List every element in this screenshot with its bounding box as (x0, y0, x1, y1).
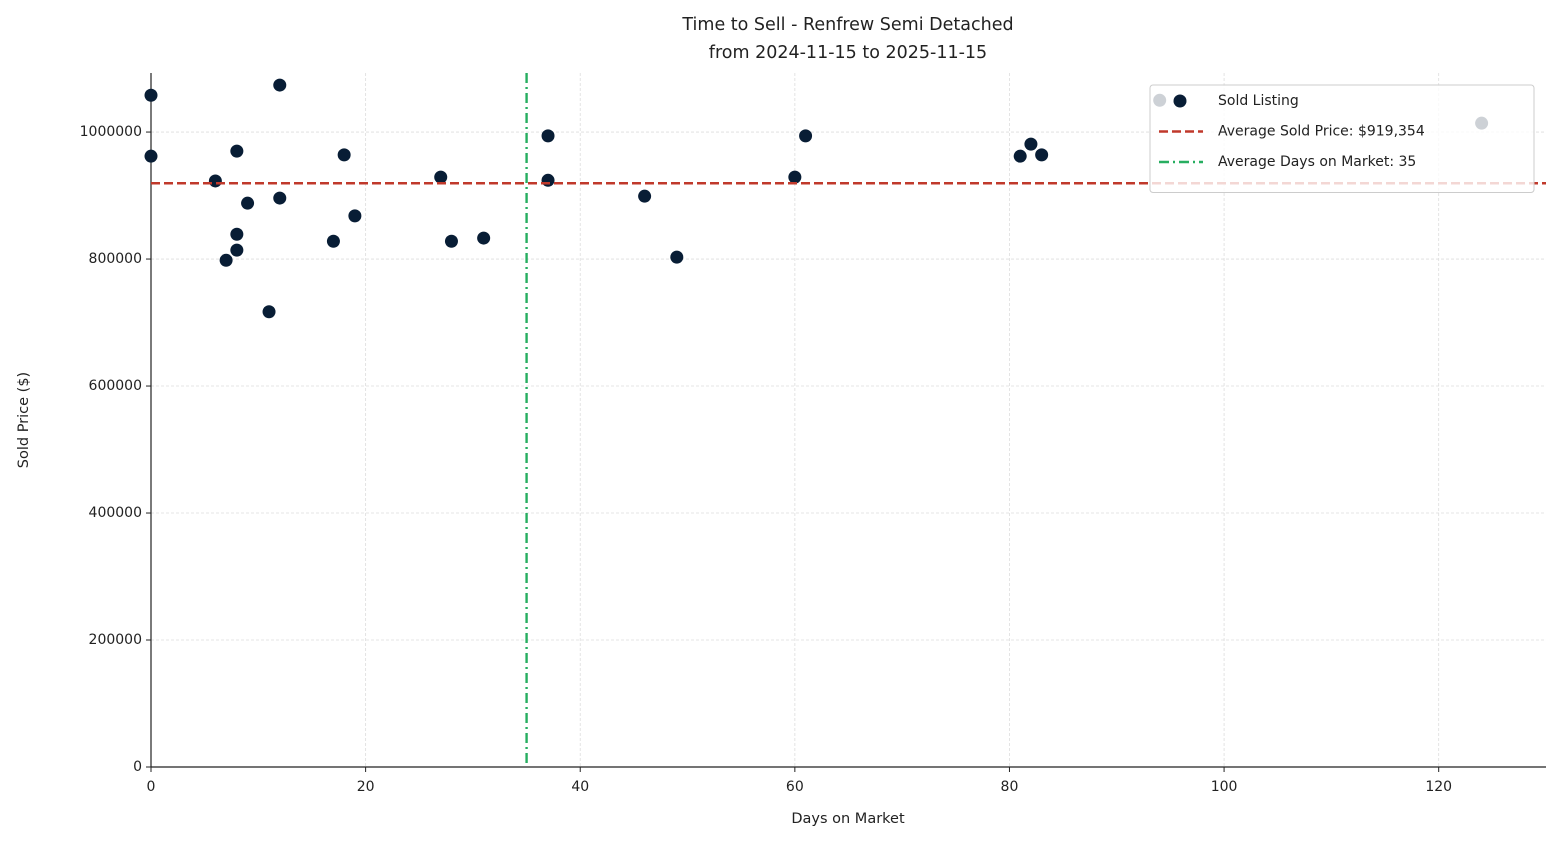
point (541, 173, 555, 187)
x-tick-label: 0 (147, 779, 156, 795)
point (1024, 137, 1038, 151)
legend-label: Sold Listing (1218, 93, 1299, 109)
point (541, 129, 555, 143)
point (638, 189, 652, 203)
point (326, 234, 340, 248)
y-tick-label: 800000 (89, 251, 142, 267)
point (273, 191, 287, 205)
point (208, 174, 222, 188)
point (434, 170, 448, 184)
point (262, 305, 276, 319)
x-tick-label: 80 (1001, 779, 1019, 795)
legend-label: Average Days on Market: 35 (1218, 154, 1416, 170)
x-tick-label: 100 (1211, 779, 1238, 795)
x-tick-label: 40 (571, 779, 589, 795)
y-tick-label: 1000000 (80, 124, 142, 140)
point (144, 88, 158, 102)
y-tick-label: 400000 (89, 505, 142, 521)
chart-title: Time to Sell - Renfrew Semi Detached (681, 15, 1013, 35)
point (230, 144, 244, 158)
chart-subtitle: from 2024-11-15 to 2025-11-15 (709, 43, 987, 63)
point (241, 196, 255, 210)
point (273, 78, 287, 92)
point (1035, 148, 1049, 162)
point (230, 227, 244, 241)
legend: Sold Listing Average Sold Price: $919,354… (1149, 84, 1535, 193)
point (337, 148, 351, 162)
point (444, 234, 458, 248)
point (144, 149, 158, 163)
point (670, 250, 684, 264)
x-axis-label: Days on Market (791, 811, 905, 827)
point (230, 243, 244, 257)
point (348, 209, 362, 223)
point (788, 170, 802, 184)
legend-marker (1173, 94, 1187, 108)
y-axis-label: Sold Price ($) (16, 372, 32, 468)
legend-box (1149, 84, 1535, 193)
point (799, 129, 813, 143)
point (477, 231, 491, 245)
y-tick-label: 200000 (89, 632, 142, 648)
legend-label: Average Sold Price: $919,354 (1218, 124, 1425, 140)
point (219, 253, 233, 267)
point (1013, 149, 1027, 163)
x-tick-label: 60 (786, 779, 804, 795)
x-tick-label: 20 (357, 779, 375, 795)
y-tick-label: 600000 (89, 378, 142, 394)
x-tick-label: 120 (1425, 779, 1452, 795)
y-tick-label: 0 (133, 759, 142, 775)
